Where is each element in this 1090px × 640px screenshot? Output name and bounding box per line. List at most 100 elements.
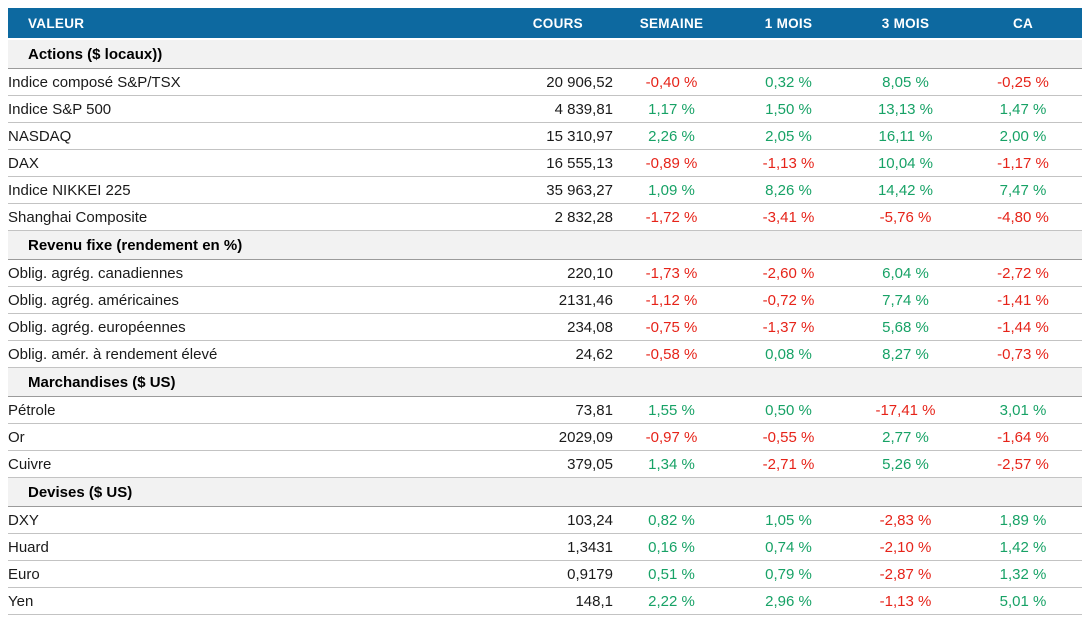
pct-cell: 2,26 % bbox=[613, 122, 730, 150]
pct-cell: 7,47 % bbox=[964, 176, 1082, 204]
table-body: Actions ($ locaux)) Indice composé S&P/TS… bbox=[8, 39, 1082, 615]
row-label: Oblig. amér. à rendement élevé bbox=[8, 340, 478, 368]
table-row: Oblig. agrég. canadiennes 220,10 -1,73 % -2… bbox=[8, 259, 1082, 287]
section-title: Actions ($ locaux)) bbox=[8, 39, 1082, 69]
pct-cell: 0,74 % bbox=[730, 533, 847, 561]
pct-cell: -0,75 % bbox=[613, 313, 730, 341]
pct-cell: 5,01 % bbox=[964, 587, 1082, 615]
row-label: DAX bbox=[8, 149, 478, 177]
table-row: Oblig. agrég. européennes 234,08 -0,75 % -1… bbox=[8, 313, 1082, 341]
pct-cell: 8,26 % bbox=[730, 176, 847, 204]
section-row: Actions ($ locaux)) bbox=[8, 39, 1082, 69]
cours-value: 0,9179 bbox=[478, 560, 613, 588]
section-title: Marchandises ($ US) bbox=[8, 367, 1082, 397]
pct-cell: -1,17 % bbox=[964, 149, 1082, 177]
pct-cell: -2,83 % bbox=[847, 506, 964, 534]
pct-cell: -4,80 % bbox=[964, 203, 1082, 231]
pct-cell: 2,77 % bbox=[847, 423, 964, 451]
pct-cell: 0,51 % bbox=[613, 560, 730, 588]
table-row: Indice S&P 500 4 839,81 1,17 % 1,50 % 13,13 … bbox=[8, 95, 1082, 123]
cours-value: 15 310,97 bbox=[478, 122, 613, 150]
pct-cell: 1,89 % bbox=[964, 506, 1082, 534]
pct-cell: -0,72 % bbox=[730, 286, 847, 314]
table-row: NASDAQ 15 310,97 2,26 % 2,05 % 16,11 % 2,00 % bbox=[8, 122, 1082, 150]
pct-cell: 1,17 % bbox=[613, 95, 730, 123]
pct-cell: -1,73 % bbox=[613, 259, 730, 287]
market-summary-page: VALEUR COURS SEMAINE 1 MOIS 3 MOIS CA Ac… bbox=[8, 8, 1082, 615]
header-row: VALEUR COURS SEMAINE 1 MOIS 3 MOIS CA bbox=[8, 8, 1082, 40]
row-label: Euro bbox=[8, 560, 478, 588]
cours-value: 103,24 bbox=[478, 506, 613, 534]
pct-cell: -2,10 % bbox=[847, 533, 964, 561]
table-row: Indice NIKKEI 225 35 963,27 1,09 % 8,26 % 14… bbox=[8, 176, 1082, 204]
table-row: Indice composé S&P/TSX 20 906,52 -0,40 % 0,… bbox=[8, 68, 1082, 96]
table-row: Cuivre 379,05 1,34 % -2,71 % 5,26 % -2,57 % bbox=[8, 450, 1082, 478]
pct-cell: 1,42 % bbox=[964, 533, 1082, 561]
pct-cell: -0,73 % bbox=[964, 340, 1082, 368]
column-header-semaine: SEMAINE bbox=[613, 8, 730, 40]
row-label: Cuivre bbox=[8, 450, 478, 478]
section-row: Revenu fixe (rendement en %) bbox=[8, 230, 1082, 260]
pct-cell: 1,09 % bbox=[613, 176, 730, 204]
cours-value: 1,3431 bbox=[478, 533, 613, 561]
pct-cell: 10,04 % bbox=[847, 149, 964, 177]
pct-cell: -1,41 % bbox=[964, 286, 1082, 314]
pct-cell: 1,50 % bbox=[730, 95, 847, 123]
section-row: Marchandises ($ US) bbox=[8, 367, 1082, 397]
pct-cell: 1,47 % bbox=[964, 95, 1082, 123]
pct-cell: -2,71 % bbox=[730, 450, 847, 478]
pct-cell: -3,41 % bbox=[730, 203, 847, 231]
row-label: Oblig. agrég. européennes bbox=[8, 313, 478, 341]
pct-cell: 0,79 % bbox=[730, 560, 847, 588]
pct-cell: 1,34 % bbox=[613, 450, 730, 478]
pct-cell: 13,13 % bbox=[847, 95, 964, 123]
pct-cell: 7,74 % bbox=[847, 286, 964, 314]
row-label: Yen bbox=[8, 587, 478, 615]
section-row: Devises ($ US) bbox=[8, 477, 1082, 507]
table-row: Pétrole 73,81 1,55 % 0,50 % -17,41 % 3,01 % bbox=[8, 396, 1082, 424]
cours-value: 35 963,27 bbox=[478, 176, 613, 204]
pct-cell: -5,76 % bbox=[847, 203, 964, 231]
column-header-ca: CA bbox=[964, 8, 1082, 40]
cours-value: 2 832,28 bbox=[478, 203, 613, 231]
table-row: Oblig. agrég. américaines 2131,46 -1,12 % -… bbox=[8, 286, 1082, 314]
cours-value: 16 555,13 bbox=[478, 149, 613, 177]
pct-cell: -0,97 % bbox=[613, 423, 730, 451]
row-label: Indice composé S&P/TSX bbox=[8, 68, 478, 96]
cours-value: 4 839,81 bbox=[478, 95, 613, 123]
row-label: NASDAQ bbox=[8, 122, 478, 150]
table-row: Huard 1,3431 0,16 % 0,74 % -2,10 % 1,42 % bbox=[8, 533, 1082, 561]
cours-value: 73,81 bbox=[478, 396, 613, 424]
pct-cell: -1,64 % bbox=[964, 423, 1082, 451]
pct-cell: 0,16 % bbox=[613, 533, 730, 561]
row-label: Oblig. agrég. américaines bbox=[8, 286, 478, 314]
section-title: Revenu fixe (rendement en %) bbox=[8, 230, 1082, 260]
market-performance-table: VALEUR COURS SEMAINE 1 MOIS 3 MOIS CA Ac… bbox=[8, 8, 1082, 615]
table-row: DXY 103,24 0,82 % 1,05 % -2,83 % 1,89 % bbox=[8, 506, 1082, 534]
pct-cell: -17,41 % bbox=[847, 396, 964, 424]
row-label: Pétrole bbox=[8, 396, 478, 424]
row-label: Indice S&P 500 bbox=[8, 95, 478, 123]
pct-cell: 2,96 % bbox=[730, 587, 847, 615]
pct-cell: -2,87 % bbox=[847, 560, 964, 588]
table-row: Oblig. amér. à rendement élevé 24,62 -0,58… bbox=[8, 340, 1082, 368]
pct-cell: 1,32 % bbox=[964, 560, 1082, 588]
pct-cell: 3,01 % bbox=[964, 396, 1082, 424]
cours-value: 234,08 bbox=[478, 313, 613, 341]
pct-cell: 0,82 % bbox=[613, 506, 730, 534]
pct-cell: 5,68 % bbox=[847, 313, 964, 341]
column-header-3mois: 3 MOIS bbox=[847, 8, 964, 40]
pct-cell: -0,55 % bbox=[730, 423, 847, 451]
pct-cell: -0,25 % bbox=[964, 68, 1082, 96]
pct-cell: 2,05 % bbox=[730, 122, 847, 150]
row-label: Or bbox=[8, 423, 478, 451]
pct-cell: -1,72 % bbox=[613, 203, 730, 231]
pct-cell: 0,32 % bbox=[730, 68, 847, 96]
section-title: Devises ($ US) bbox=[8, 477, 1082, 507]
pct-cell: 2,22 % bbox=[613, 587, 730, 615]
cours-value: 148,1 bbox=[478, 587, 613, 615]
pct-cell: -1,44 % bbox=[964, 313, 1082, 341]
pct-cell: 8,27 % bbox=[847, 340, 964, 368]
row-label: Shanghai Composite bbox=[8, 203, 478, 231]
pct-cell: 0,50 % bbox=[730, 396, 847, 424]
